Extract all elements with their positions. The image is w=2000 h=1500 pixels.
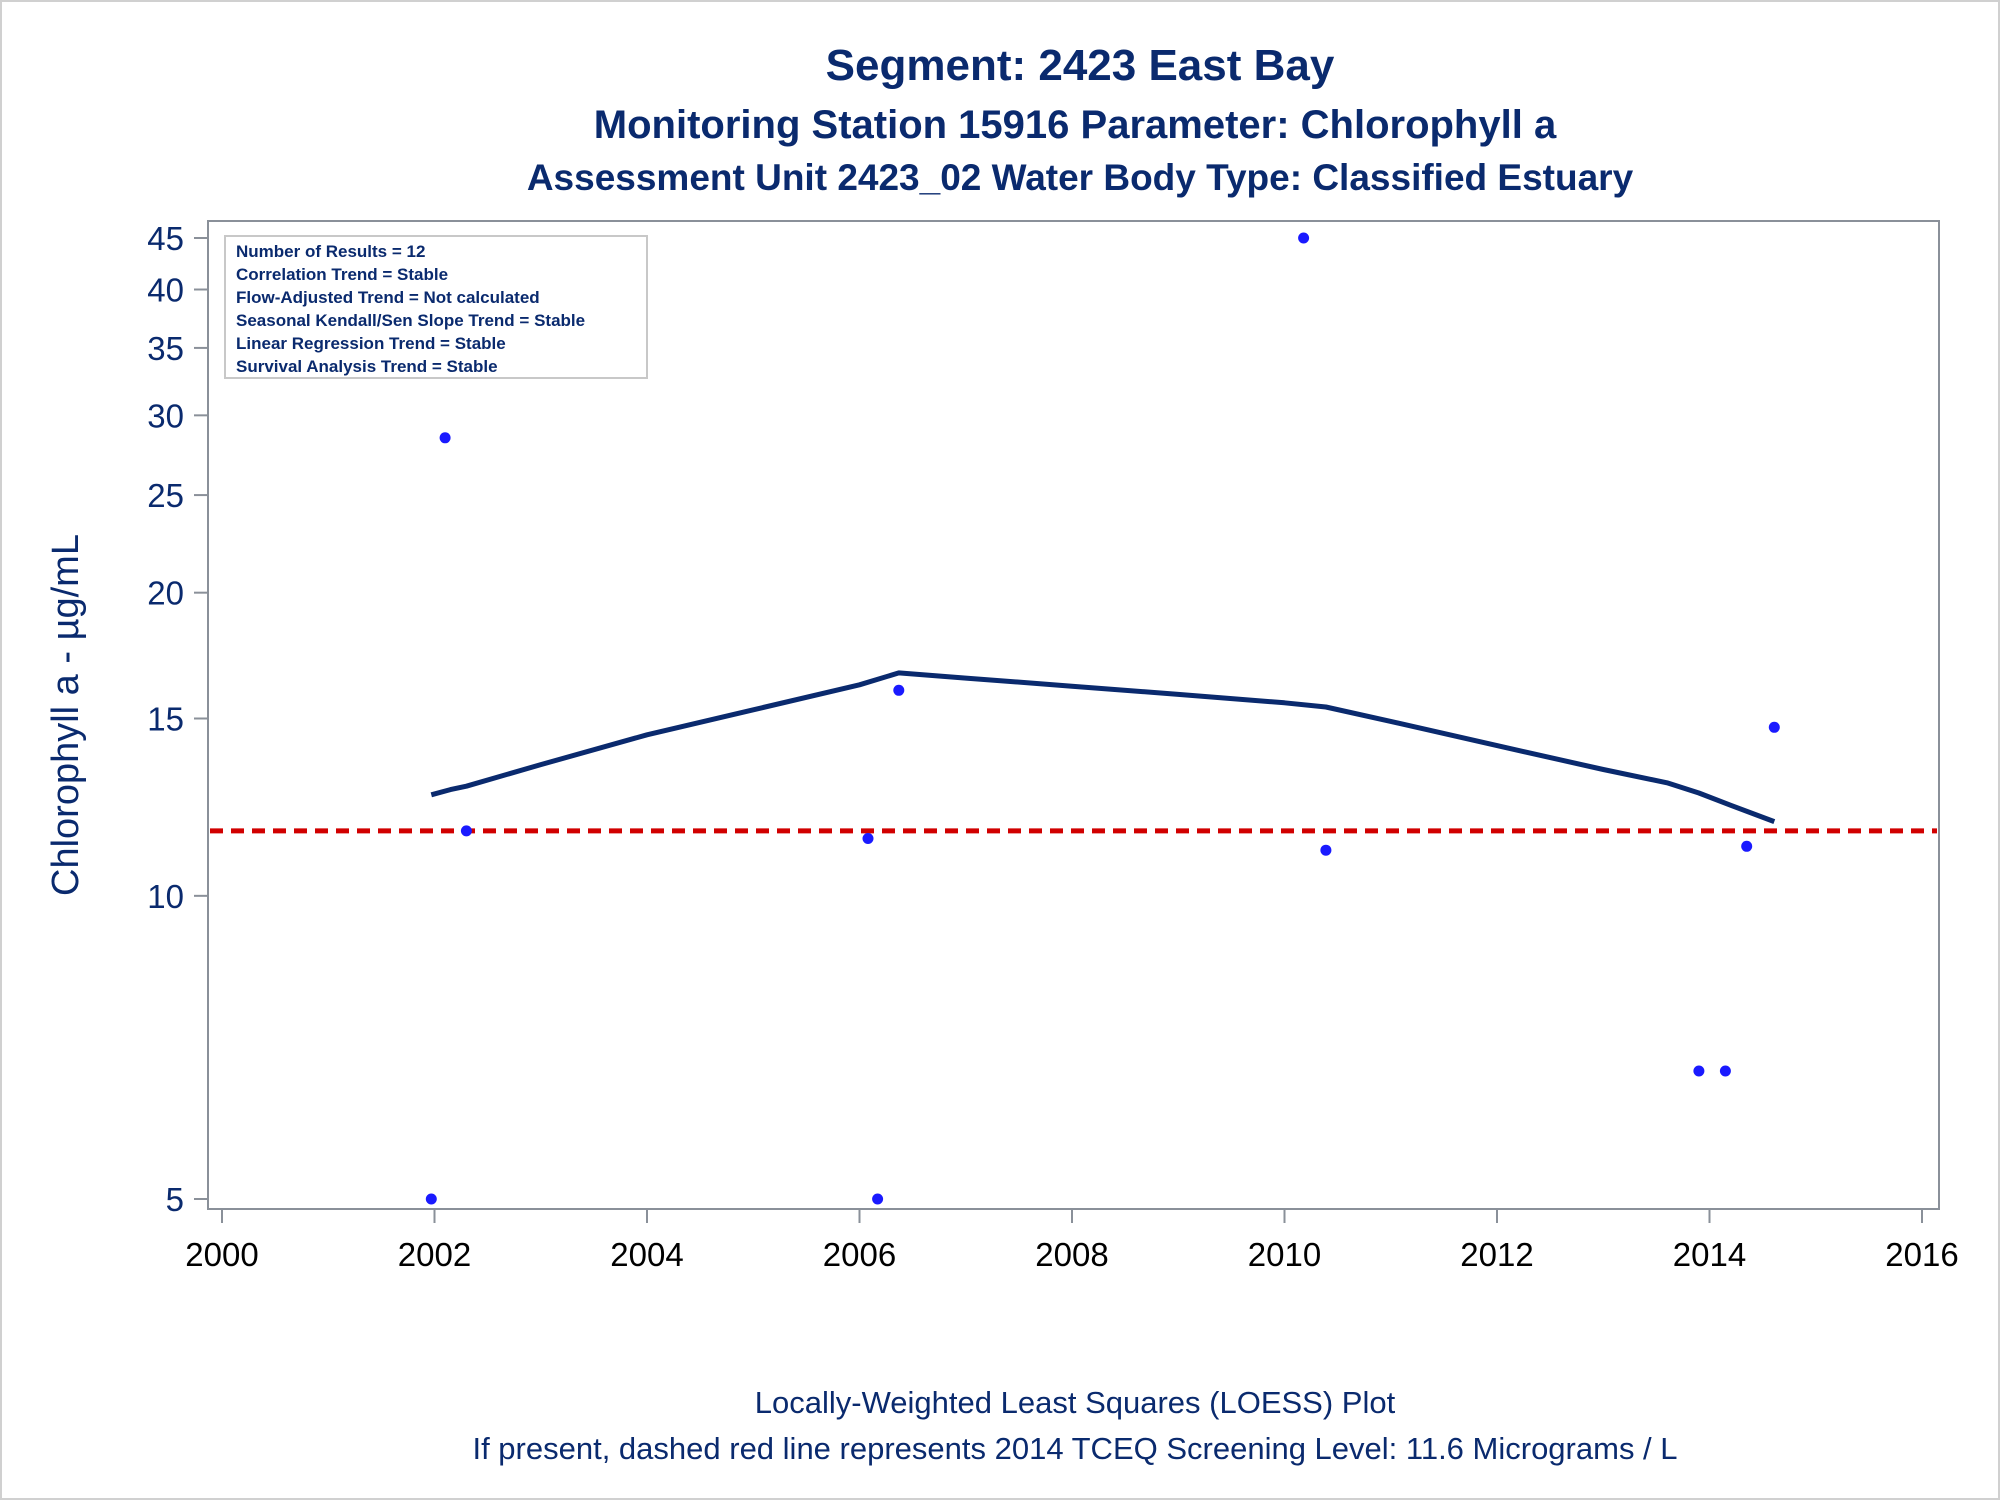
stats-box-frame (224, 235, 648, 379)
data-point (439, 432, 451, 444)
y-tick-label: 20 (147, 575, 184, 612)
data-points (425, 232, 1780, 1205)
x-tick-label: 2014 (1673, 1236, 1746, 1273)
data-point (862, 833, 874, 844)
y-tick-label: 15 (147, 701, 184, 738)
data-point (1320, 844, 1332, 856)
stats-line-linear-regression: Linear Regression Trend = Stable (236, 334, 506, 353)
y-tick-label: 40 (147, 272, 184, 309)
data-point (1768, 721, 1780, 733)
data-point (872, 1193, 884, 1205)
data-point (460, 825, 472, 837)
chart-subtitle-2: Assessment Unit 2423_02 Water Body Type:… (527, 157, 1634, 198)
x-tick-label: 2012 (1460, 1236, 1533, 1273)
x-tick-label: 2002 (398, 1236, 471, 1273)
y-tick-label: 35 (147, 330, 184, 367)
y-tick-label: 45 (147, 220, 184, 257)
y-tick-label: 25 (147, 477, 184, 514)
x-tick-label: 2006 (823, 1236, 896, 1273)
x-tick-label: 2016 (1885, 1236, 1958, 1273)
plot-area-frame (207, 220, 1940, 1210)
footnote-screening: If present, dashed red line represents 2… (472, 1431, 1677, 1466)
x-tick-label: 2000 (185, 1236, 258, 1273)
x-tick-label: 2010 (1248, 1236, 1321, 1273)
data-point (893, 684, 905, 696)
chart-subtitle: Monitoring Station 15916 Parameter: Chlo… (594, 103, 1557, 147)
stats-line-correlation: Correlation Trend = Stable (236, 265, 448, 284)
y-tick-label: 30 (147, 397, 184, 434)
stats-box: Number of Results = 12 Correlation Trend… (224, 235, 648, 379)
stats-line-flow-adjusted: Flow-Adjusted Trend = Not calculated (236, 288, 540, 307)
footnote-loess: Locally-Weighted Least Squares (LOESS) P… (755, 1385, 1396, 1420)
y-tick-label: 10 (147, 878, 184, 915)
y-axis-label: Chlorophyll a - µg/mL (45, 534, 87, 896)
loess-curve (430, 670, 1776, 824)
data-point (1693, 1065, 1705, 1077)
y-axis: 5 10 15 20 25 30 35 40 45 (147, 220, 208, 1218)
stats-line-survival: Survival Analysis Trend = Stable (236, 357, 498, 376)
chart-title: Segment: 2423 East Bay (826, 41, 1335, 90)
data-point (425, 1193, 437, 1205)
x-axis: 2000 2002 2004 2006 2008 2010 2012 2014 2016 (185, 1209, 1959, 1273)
data-point (1719, 1065, 1731, 1077)
data-point (1741, 840, 1753, 852)
stats-line-results: Number of Results = 12 (236, 242, 425, 261)
stats-line-seasonal-kendall: Seasonal Kendall/Sen Slope Trend = Stabl… (236, 311, 585, 330)
data-point (1298, 232, 1310, 244)
y-tick-label: 5 (166, 1181, 184, 1218)
x-tick-label: 2004 (610, 1236, 683, 1273)
x-tick-label: 2008 (1035, 1236, 1108, 1273)
